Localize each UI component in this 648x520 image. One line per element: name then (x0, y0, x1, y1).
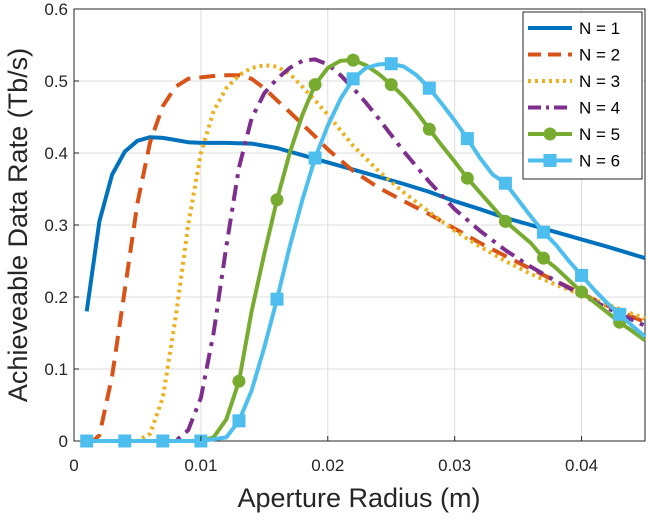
series-line (86, 73, 646, 443)
legend-item: N = 6 (528, 152, 620, 171)
legend-label: N = 1 (579, 19, 620, 38)
data-point (118, 434, 132, 448)
x-axis-label: Aperture Radius (m) (237, 483, 480, 513)
data-point (346, 72, 360, 86)
series-line (86, 57, 646, 443)
x-tick-label: 0.03 (438, 456, 471, 475)
y-tick-label: 0.4 (44, 144, 68, 163)
data-point (498, 176, 512, 190)
legend-box (522, 11, 643, 180)
data-point (536, 225, 550, 239)
series-4 (86, 57, 646, 443)
data-point (80, 434, 94, 448)
series-6 (80, 57, 647, 448)
series-3 (86, 63, 646, 443)
y-tick-label: 0.3 (44, 216, 68, 235)
data-point (498, 214, 512, 228)
axis-ticks: 0 0.01 0.02 0.03 0.04 0 0.1 0.2 0.3 0.4 0.5 0.6 (44, 0, 598, 475)
data-point (308, 151, 322, 165)
legend-label: N = 5 (579, 125, 620, 144)
data-point (384, 78, 398, 92)
series-1 (84, 135, 646, 312)
data-point (270, 292, 284, 306)
data-point (575, 268, 589, 282)
data-point (346, 53, 360, 67)
legend-item: N = 1 (528, 19, 620, 38)
data-point (460, 171, 474, 185)
data-point (156, 434, 170, 448)
y-axis-label: Achieveable Data Rate (Tb/s) (3, 48, 33, 402)
y-tick-label: 0.2 (44, 288, 68, 307)
x-tick-label: 0.01 (184, 456, 217, 475)
data-point (232, 374, 246, 388)
data-point (536, 251, 550, 265)
legend-item: N = 2 (528, 46, 620, 65)
y-tick-label: 0.5 (44, 72, 68, 91)
data-point (422, 81, 436, 95)
data-point (232, 414, 246, 428)
x-tick-label: 0 (69, 456, 78, 475)
legend-item: N = 5 (528, 125, 620, 144)
legend: N = 1 N = 2 N = 3 N = 4 N = 5 N = 6 (522, 11, 643, 180)
legend-item: N = 3 (528, 72, 620, 91)
data-point (308, 78, 322, 92)
y-tick-label: 0 (59, 432, 68, 451)
y-tick-label: 0.6 (44, 0, 68, 19)
x-tick-label: 0.02 (311, 456, 344, 475)
series-line (86, 61, 647, 443)
legend-label: N = 2 (579, 46, 620, 65)
series-line (86, 63, 646, 443)
x-tick-label: 0.04 (565, 456, 598, 475)
data-point (613, 307, 627, 321)
y-tick-label: 0.1 (44, 360, 68, 379)
data-point (575, 285, 589, 299)
data-point (384, 57, 398, 71)
series-2 (86, 73, 646, 443)
legend-marker (543, 127, 557, 141)
legend-marker (543, 154, 557, 167)
data-point (460, 132, 474, 146)
legend-item: N = 4 (528, 99, 620, 118)
data-point (270, 193, 284, 207)
series-line (84, 135, 646, 312)
data-point (422, 122, 436, 136)
legend-label: N = 3 (579, 72, 620, 91)
legend-label: N = 4 (579, 99, 620, 118)
legend-label: N = 6 (579, 152, 620, 171)
series-line (86, 58, 647, 443)
series-layer (80, 53, 647, 448)
